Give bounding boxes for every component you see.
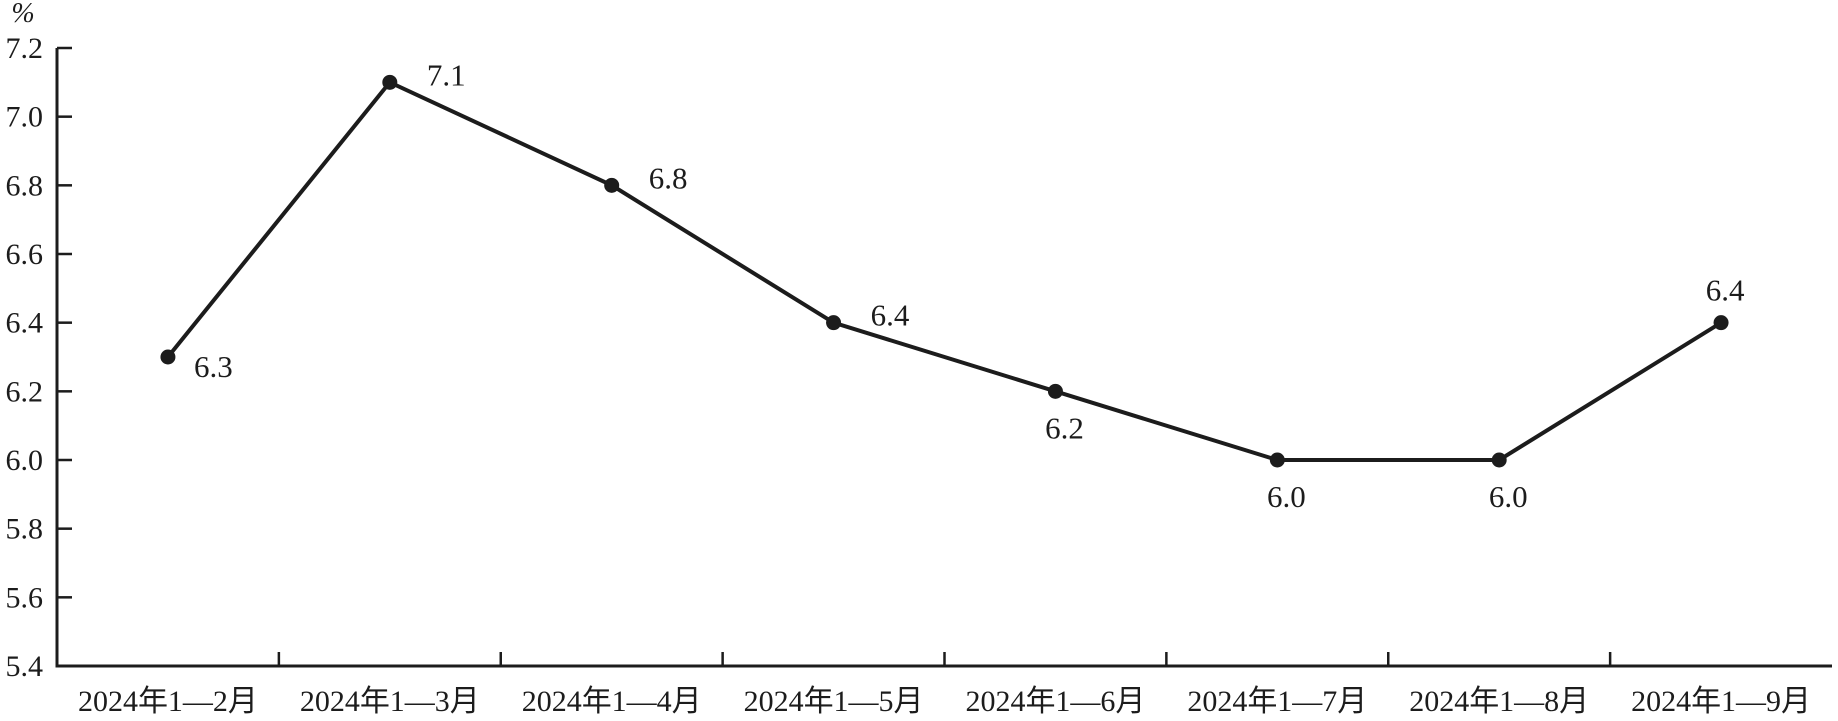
- x-tick-label: 2024年1—3月: [300, 685, 480, 718]
- y-tick-label: 6.8: [6, 169, 44, 202]
- data-point: [382, 74, 398, 90]
- x-tick-label: 2024年1—5月: [744, 685, 924, 718]
- x-tick-label: 2024年1—8月: [1409, 685, 1589, 718]
- point-value-label: 6.0: [1267, 479, 1306, 514]
- y-tick-label: 6.2: [6, 375, 44, 408]
- data-point: [826, 315, 842, 331]
- x-tick-label: 2024年1—7月: [1187, 685, 1367, 718]
- point-value-label: 6.3: [194, 349, 233, 384]
- point-value-label: 6.4: [1706, 273, 1745, 308]
- data-line: [165, 79, 1724, 462]
- data-point: [1713, 315, 1729, 331]
- data-point: [1491, 452, 1507, 468]
- data-point: [604, 177, 620, 193]
- data-point: [1269, 452, 1285, 468]
- point-value-label: 6.2: [1045, 410, 1084, 445]
- y-tick-label: 5.8: [6, 513, 44, 546]
- data-point: [160, 349, 176, 365]
- y-tick-label: 7.2: [6, 32, 44, 65]
- y-axis-unit-label: %: [11, 0, 34, 29]
- data-point: [1047, 383, 1063, 399]
- x-tick-label: 2024年1—2月: [78, 685, 258, 718]
- point-value-label: 7.1: [427, 57, 466, 92]
- y-tick-label: 5.6: [6, 581, 44, 614]
- x-tick-label: 2024年1—6月: [965, 685, 1145, 718]
- y-tick-label: 5.4: [6, 650, 44, 683]
- point-value-label: 6.8: [649, 160, 688, 195]
- point-value-label: 6.0: [1489, 479, 1528, 514]
- y-tick-label: 6.6: [6, 238, 44, 271]
- point-value-label: 6.4: [871, 298, 910, 333]
- x-tick-label: 2024年1—4月: [522, 685, 702, 718]
- y-tick-label: 6.4: [6, 307, 44, 340]
- y-tick-label: 7.0: [6, 101, 44, 134]
- y-tick-label: 6.0: [6, 444, 44, 477]
- x-tick-label: 2024年1—9月: [1631, 685, 1811, 718]
